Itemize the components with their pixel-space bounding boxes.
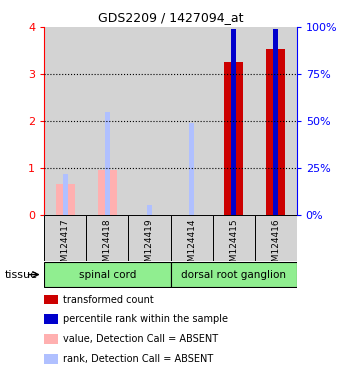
Bar (224, 62, 243, 215)
Bar (86, 215, 129, 261)
Bar (86, 27, 129, 215)
Text: GSM124417: GSM124417 (61, 219, 70, 273)
Bar (255, 27, 297, 215)
Text: GSM124414: GSM124414 (187, 219, 196, 273)
Text: percentile rank within the sample: percentile rank within the sample (63, 314, 228, 324)
Bar (189, 123, 194, 215)
Bar (170, 27, 212, 215)
Bar (212, 215, 255, 261)
Title: GDS2209 / 1427094_at: GDS2209 / 1427094_at (98, 11, 243, 24)
Text: GSM124419: GSM124419 (145, 219, 154, 273)
Text: GSM124418: GSM124418 (103, 219, 112, 273)
Text: rank, Detection Call = ABSENT: rank, Detection Call = ABSENT (63, 354, 213, 364)
Bar (63, 174, 68, 215)
Text: spinal cord: spinal cord (79, 270, 136, 280)
Bar (44, 27, 86, 215)
Bar (170, 262, 297, 288)
Bar (212, 27, 255, 215)
Bar (147, 205, 152, 215)
Bar (129, 27, 170, 215)
Bar (273, 29, 278, 215)
Text: GSM124416: GSM124416 (271, 219, 280, 273)
Bar (56, 184, 75, 215)
Bar (44, 215, 86, 261)
Bar (44, 262, 170, 288)
Text: tissue: tissue (4, 270, 38, 280)
Bar (266, 50, 285, 215)
Text: value, Detection Call = ABSENT: value, Detection Call = ABSENT (63, 334, 218, 344)
Bar (129, 215, 170, 261)
Bar (105, 113, 110, 215)
Text: dorsal root ganglion: dorsal root ganglion (181, 270, 286, 280)
Bar (231, 29, 236, 215)
Text: GSM124415: GSM124415 (229, 219, 238, 273)
Bar (98, 170, 117, 215)
Bar (170, 215, 212, 261)
Text: transformed count: transformed count (63, 295, 154, 305)
Bar (255, 215, 297, 261)
